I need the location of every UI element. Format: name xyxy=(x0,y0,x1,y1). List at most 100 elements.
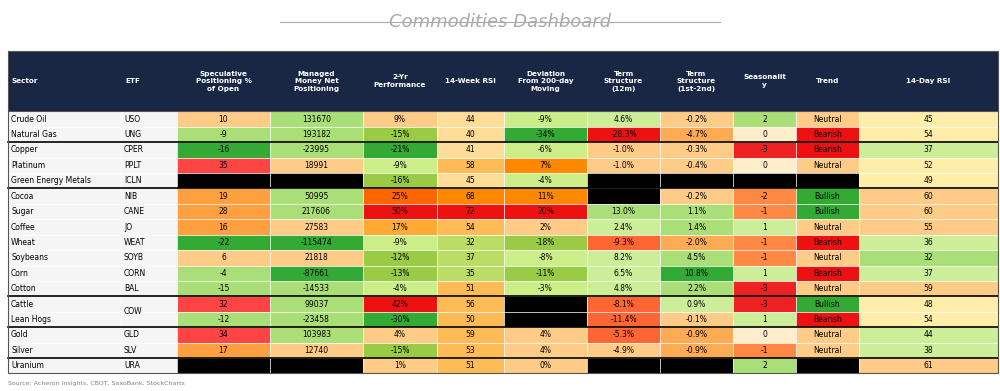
FancyBboxPatch shape xyxy=(587,188,660,204)
Text: 4.5%: 4.5% xyxy=(687,253,706,262)
FancyBboxPatch shape xyxy=(796,158,859,173)
FancyBboxPatch shape xyxy=(177,265,270,281)
FancyBboxPatch shape xyxy=(660,358,733,373)
Text: -3: -3 xyxy=(761,300,768,308)
FancyBboxPatch shape xyxy=(733,358,796,373)
Text: 25%: 25% xyxy=(392,192,408,201)
FancyBboxPatch shape xyxy=(8,127,121,142)
FancyBboxPatch shape xyxy=(437,358,504,373)
FancyBboxPatch shape xyxy=(859,327,998,343)
FancyBboxPatch shape xyxy=(587,312,660,327)
FancyBboxPatch shape xyxy=(121,250,177,265)
FancyBboxPatch shape xyxy=(270,142,363,158)
FancyBboxPatch shape xyxy=(796,358,859,373)
Text: -9%: -9% xyxy=(393,238,407,247)
Text: Bullish: Bullish xyxy=(815,192,840,201)
FancyBboxPatch shape xyxy=(504,265,587,281)
FancyBboxPatch shape xyxy=(796,204,859,219)
Text: Neutral: Neutral xyxy=(813,161,842,170)
Text: 51: 51 xyxy=(466,361,475,370)
Text: Bearish: Bearish xyxy=(813,145,842,154)
Text: Natural Gas: Natural Gas xyxy=(11,130,57,139)
Text: -14533: -14533 xyxy=(303,284,330,293)
FancyBboxPatch shape xyxy=(8,327,121,343)
FancyBboxPatch shape xyxy=(504,173,587,188)
FancyBboxPatch shape xyxy=(8,188,121,204)
FancyBboxPatch shape xyxy=(859,142,998,158)
Text: -0.9%: -0.9% xyxy=(686,346,708,355)
Text: 38: 38 xyxy=(924,346,933,355)
Text: 44: 44 xyxy=(924,330,933,339)
Text: Sugar: Sugar xyxy=(11,207,34,216)
FancyBboxPatch shape xyxy=(796,296,859,312)
FancyBboxPatch shape xyxy=(733,343,796,358)
FancyBboxPatch shape xyxy=(363,127,437,142)
Text: -30%: -30% xyxy=(390,315,410,324)
Text: 4%: 4% xyxy=(394,330,406,339)
Text: NIB: NIB xyxy=(124,192,137,201)
FancyBboxPatch shape xyxy=(363,235,437,250)
FancyBboxPatch shape xyxy=(796,235,859,250)
Text: Seasonalit
y: Seasonalit y xyxy=(743,74,786,88)
FancyBboxPatch shape xyxy=(437,265,504,281)
FancyBboxPatch shape xyxy=(121,127,177,142)
FancyBboxPatch shape xyxy=(733,281,796,296)
Text: -23995: -23995 xyxy=(303,145,330,154)
Text: 12740: 12740 xyxy=(304,346,329,355)
Text: Trend: Trend xyxy=(816,78,839,84)
FancyBboxPatch shape xyxy=(796,173,859,188)
Text: 1: 1 xyxy=(762,222,767,231)
Text: 2.4%: 2.4% xyxy=(614,222,633,231)
Text: 59: 59 xyxy=(466,330,475,339)
FancyBboxPatch shape xyxy=(121,312,177,327)
Text: 0.9%: 0.9% xyxy=(687,300,706,308)
Text: 41: 41 xyxy=(466,145,475,154)
Text: Neutral: Neutral xyxy=(813,284,842,293)
Text: -13%: -13% xyxy=(390,269,410,278)
Text: 72: 72 xyxy=(466,207,475,216)
FancyBboxPatch shape xyxy=(177,142,270,158)
Text: 45: 45 xyxy=(466,176,475,185)
FancyBboxPatch shape xyxy=(660,111,733,127)
Text: 51: 51 xyxy=(466,284,475,293)
Text: -5.3%: -5.3% xyxy=(612,330,635,339)
Text: -1.0%: -1.0% xyxy=(613,145,634,154)
FancyBboxPatch shape xyxy=(859,127,998,142)
Text: 55: 55 xyxy=(924,222,933,231)
Text: Commodities Dashboard: Commodities Dashboard xyxy=(389,13,611,31)
Text: Neutral: Neutral xyxy=(813,253,842,262)
Text: Neutral: Neutral xyxy=(813,346,842,355)
FancyBboxPatch shape xyxy=(733,204,796,219)
FancyBboxPatch shape xyxy=(859,204,998,219)
FancyBboxPatch shape xyxy=(121,296,177,312)
Text: -1: -1 xyxy=(761,238,768,247)
Text: ICLN: ICLN xyxy=(124,176,142,185)
Text: 35: 35 xyxy=(219,161,228,170)
FancyBboxPatch shape xyxy=(270,343,363,358)
Text: 99037: 99037 xyxy=(304,300,329,308)
FancyBboxPatch shape xyxy=(8,51,998,111)
Text: -16%: -16% xyxy=(390,176,410,185)
FancyBboxPatch shape xyxy=(859,111,998,127)
FancyBboxPatch shape xyxy=(177,343,270,358)
Text: 56: 56 xyxy=(466,300,475,308)
Text: COW: COW xyxy=(124,300,143,308)
Text: Neutral: Neutral xyxy=(813,115,842,124)
Text: Speculative
Positioning %
of Open: Speculative Positioning % of Open xyxy=(196,71,251,91)
FancyBboxPatch shape xyxy=(504,127,587,142)
FancyBboxPatch shape xyxy=(796,111,859,127)
FancyBboxPatch shape xyxy=(363,312,437,327)
FancyBboxPatch shape xyxy=(121,111,177,127)
FancyBboxPatch shape xyxy=(504,358,587,373)
Text: SLV: SLV xyxy=(124,346,137,355)
FancyBboxPatch shape xyxy=(660,343,733,358)
FancyBboxPatch shape xyxy=(363,111,437,127)
FancyBboxPatch shape xyxy=(363,296,437,312)
FancyBboxPatch shape xyxy=(8,343,121,358)
Text: 0: 0 xyxy=(762,161,767,170)
FancyBboxPatch shape xyxy=(796,312,859,327)
FancyBboxPatch shape xyxy=(660,235,733,250)
FancyBboxPatch shape xyxy=(504,312,587,327)
FancyBboxPatch shape xyxy=(8,219,121,235)
FancyBboxPatch shape xyxy=(121,188,177,204)
